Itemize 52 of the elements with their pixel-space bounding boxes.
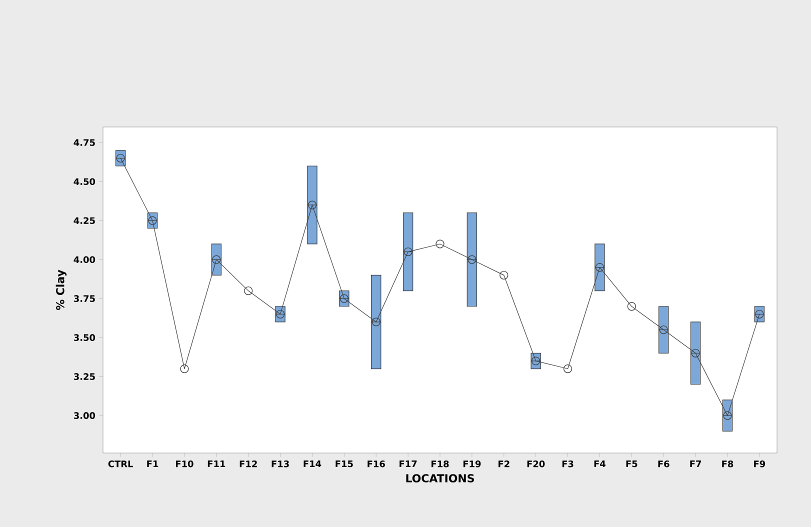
x-tick-label: F18 [432, 460, 449, 468]
point [595, 263, 604, 272]
point [212, 255, 221, 264]
x-tick-label: F6 [658, 460, 670, 468]
x-tick-label: F5 [626, 460, 638, 468]
y-tick-label: 4.25 [74, 217, 95, 224]
x-tick-label: F3 [562, 460, 574, 468]
point [116, 154, 125, 163]
point [276, 310, 285, 319]
x-axis-title: LOCATIONS [406, 474, 474, 482]
point [500, 270, 508, 280]
point [244, 286, 253, 296]
point [532, 356, 540, 366]
y-tick-label: 3.50 [74, 334, 96, 341]
point [404, 247, 412, 256]
y-tick-label: 3.75 [74, 295, 95, 302]
point [340, 294, 349, 303]
x-tick-label: F12 [240, 460, 257, 468]
x-tick-label: F1 [147, 460, 158, 468]
x-tick-label: F9 [754, 460, 766, 468]
x-tick-label: F10 [176, 460, 194, 468]
x-tick-label: F14 [304, 460, 322, 468]
point [755, 310, 764, 319]
y-tick-label: 4.00 [74, 256, 96, 263]
point [627, 302, 636, 311]
x-tick-label: F19 [463, 460, 481, 468]
x-tick-label: F8 [722, 460, 734, 468]
y-tick-label: 3.25 [74, 373, 95, 380]
x-tick-label: F11 [208, 460, 226, 468]
point [468, 255, 476, 264]
point [563, 364, 572, 374]
point [148, 216, 157, 225]
point [372, 318, 380, 326]
y-tick-label: 4.75 [74, 139, 95, 146]
x-tick-label: F7 [690, 460, 702, 468]
x-tick-label: F4 [594, 460, 606, 468]
y-tick-label: 3.00 [74, 412, 96, 419]
x-tick-label: F16 [368, 460, 385, 468]
y-tick-label: 4.50 [74, 178, 96, 185]
x-tick-label: CTRL [108, 460, 133, 468]
x-tick-label: F2 [498, 460, 510, 468]
point [180, 364, 189, 374]
point [659, 325, 668, 334]
x-tick-label: F13 [272, 460, 289, 468]
point [691, 348, 700, 358]
x-tick-label: F15 [336, 460, 353, 468]
x-tick-label: F20 [527, 460, 545, 468]
y-axis-title: % Clay [56, 270, 67, 310]
x-tick-label: F17 [400, 460, 417, 468]
point [436, 240, 444, 248]
point [723, 411, 732, 420]
point [308, 200, 317, 210]
